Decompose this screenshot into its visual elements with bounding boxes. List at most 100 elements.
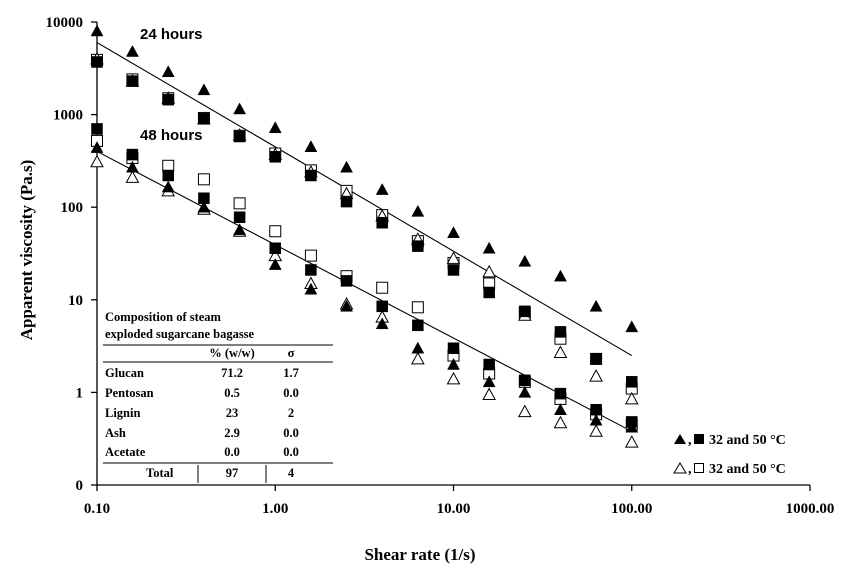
filled-triangle-point — [233, 102, 247, 115]
filled-triangle-point — [161, 180, 175, 193]
trend-line — [96, 150, 633, 432]
open-triangle-point — [589, 369, 603, 382]
legend-open-triangle-icon — [673, 462, 687, 474]
filled-square-point — [162, 93, 174, 106]
x-tick-label: 1000.00 — [786, 501, 835, 517]
filled-triangle-point — [447, 226, 460, 238]
open-triangle-point — [624, 391, 639, 405]
open-triangle-point — [411, 351, 425, 365]
open-triangle-point — [446, 251, 461, 264]
open-triangle-point — [482, 264, 496, 278]
legend: , 32 and 50 °C , 32 and 50 °C — [673, 433, 786, 477]
filled-triangle-point — [554, 269, 567, 282]
open-triangle-point — [446, 371, 461, 385]
filled-square-point — [91, 123, 103, 135]
filled-square-point — [519, 305, 531, 318]
y-tick-label: 10 — [68, 293, 83, 309]
filled-square-point — [269, 151, 281, 163]
table-title-line1: Composition of steam — [105, 310, 222, 324]
filled-triangle-point — [304, 140, 318, 152]
table-cell-label: Acetate — [105, 445, 146, 459]
annotation-48-hours: 48 hours — [140, 127, 203, 144]
open-triangle-point — [553, 415, 568, 429]
filled-triangle-point — [161, 65, 175, 78]
open-triangle-point — [125, 170, 140, 183]
table-cell-pct: 0.0 — [224, 445, 240, 459]
filled-triangle-point — [447, 358, 460, 370]
table-row: Ash 2.9 0.0 — [105, 426, 299, 440]
table-header-pct: % (w/w) — [209, 346, 254, 360]
table-cell-sigma: 0.0 — [283, 426, 299, 440]
y-tick-label: 100 — [61, 200, 84, 216]
filled-triangle-point — [340, 160, 353, 173]
filled-square-point — [305, 264, 317, 276]
open-triangle-point — [553, 345, 568, 358]
filled-triangle-point — [90, 24, 104, 37]
open-triangle-point — [589, 424, 603, 437]
table-row-total: Total 97 4 — [146, 466, 295, 480]
filled-triangle-point — [554, 403, 567, 415]
table-cell-sigma: 0.0 — [283, 386, 299, 400]
filled-square-point — [412, 319, 424, 332]
filled-triangle-point — [90, 141, 104, 153]
open-square-point — [411, 301, 424, 314]
x-tick-label: 0.10 — [84, 501, 110, 517]
table-cell-sigma: 0.0 — [283, 445, 299, 459]
filled-square-point — [233, 211, 246, 223]
table-total-label: Total — [146, 466, 174, 480]
open-triangle-point — [90, 154, 104, 168]
filled-square-point — [233, 130, 246, 143]
filled-square-point — [376, 300, 388, 313]
y-tick-label: 1000 — [53, 108, 83, 124]
annotation-24-hours: 24 hours — [140, 26, 203, 43]
filled-square-point — [340, 275, 353, 287]
open-square-point — [376, 281, 389, 294]
filled-triangle-point — [482, 375, 496, 388]
legend-entry-open: , 32 and 50 °C — [673, 462, 786, 477]
filled-square-point — [269, 242, 281, 255]
filled-square-point — [626, 376, 638, 388]
filled-triangle-point — [411, 204, 425, 217]
filled-triangle-point — [625, 320, 639, 333]
table-cell-label: Pentosan — [105, 386, 154, 400]
trend-line — [96, 42, 633, 357]
y-tick-label: 0 — [76, 478, 84, 494]
filled-square-point — [447, 264, 460, 276]
legend-comma: , — [688, 462, 692, 477]
legend-label-open: 32 and 50 °C — [709, 462, 786, 477]
table-cell-pct: 0.5 — [224, 386, 240, 400]
open-square-point — [233, 197, 246, 210]
x-axis-title: Shear rate (1/s) — [364, 545, 475, 564]
y-tick-label: 10000 — [46, 15, 84, 31]
filled-square-point — [483, 286, 495, 299]
filled-square-point — [162, 169, 174, 182]
filled-triangle-point — [125, 160, 139, 173]
filled-square-point — [376, 216, 388, 229]
table-cell-sigma: 1.7 — [283, 366, 299, 380]
filled-triangle-point — [589, 299, 603, 312]
open-triangle-point — [624, 435, 639, 448]
table-row: Pentosan 0.5 0.0 — [105, 386, 299, 400]
table-row: Glucan 71.2 1.7 — [105, 366, 299, 380]
table-row: Acetate 0.0 0.0 — [105, 445, 299, 459]
x-tick-label: 10.00 — [437, 501, 471, 517]
filled-triangle-point — [304, 282, 318, 295]
legend-label-filled: 32 and 50 °C — [709, 433, 786, 448]
filled-square-point — [126, 75, 139, 87]
filled-square-point — [590, 403, 602, 416]
open-square-point — [304, 249, 317, 262]
open-square-point — [197, 173, 210, 186]
table-cell-label: Ash — [105, 426, 126, 440]
filled-square-point — [447, 342, 460, 354]
legend-filled-square-icon — [694, 434, 704, 444]
filled-triangle-point — [197, 83, 211, 96]
filled-triangle-point — [411, 341, 425, 354]
table-cell-label: Lignin — [105, 406, 140, 420]
table-cell-pct: 2.9 — [224, 426, 240, 440]
y-axis-title: Apparent viscosity (Pa.s) — [17, 160, 36, 341]
legend-filled-triangle-icon — [674, 434, 686, 444]
table-cell-pct: 23 — [226, 406, 239, 420]
filled-square-point — [126, 148, 139, 161]
filled-square-point — [554, 387, 567, 400]
